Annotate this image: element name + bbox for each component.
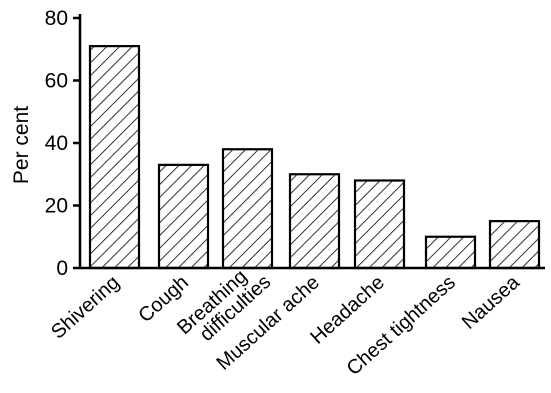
bar (424, 235, 477, 270)
bar (157, 163, 210, 270)
bar (488, 220, 541, 270)
y-tick-label: 40 (45, 132, 68, 155)
category-label: Shivering (47, 271, 124, 343)
y-axis-title: Per cent (10, 106, 33, 184)
category-label: Nausea (458, 271, 525, 334)
y-tick-label: 20 (45, 195, 68, 218)
y-tick-label: 60 (45, 70, 68, 93)
bar (353, 179, 406, 270)
bar (88, 45, 141, 270)
y-tick-label: 80 (45, 7, 68, 30)
y-tick-label: 0 (56, 257, 68, 280)
bar (221, 148, 274, 270)
bar (288, 173, 341, 270)
